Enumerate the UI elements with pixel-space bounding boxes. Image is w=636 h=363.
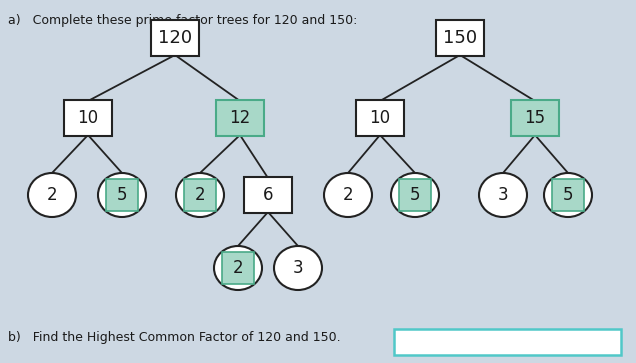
Text: 10: 10 xyxy=(370,109,391,127)
FancyBboxPatch shape xyxy=(394,329,621,355)
Text: 150: 150 xyxy=(443,29,477,47)
FancyBboxPatch shape xyxy=(184,179,216,211)
Text: 5: 5 xyxy=(117,186,127,204)
Ellipse shape xyxy=(324,173,372,217)
Text: 12: 12 xyxy=(230,109,251,127)
FancyBboxPatch shape xyxy=(552,179,584,211)
Text: 6: 6 xyxy=(263,186,273,204)
FancyBboxPatch shape xyxy=(399,179,431,211)
Text: 2: 2 xyxy=(343,186,354,204)
Ellipse shape xyxy=(479,173,527,217)
Text: 2: 2 xyxy=(233,259,244,277)
Ellipse shape xyxy=(28,173,76,217)
FancyBboxPatch shape xyxy=(244,177,292,213)
FancyBboxPatch shape xyxy=(222,252,254,284)
FancyBboxPatch shape xyxy=(151,20,199,56)
FancyBboxPatch shape xyxy=(64,100,112,136)
Text: 3: 3 xyxy=(293,259,303,277)
Text: 5: 5 xyxy=(410,186,420,204)
FancyBboxPatch shape xyxy=(106,179,138,211)
Text: 15: 15 xyxy=(525,109,546,127)
Text: a)   Complete these prime factor trees for 120 and 150:: a) Complete these prime factor trees for… xyxy=(8,14,357,27)
Ellipse shape xyxy=(544,173,592,217)
FancyBboxPatch shape xyxy=(356,100,404,136)
Ellipse shape xyxy=(214,246,262,290)
FancyBboxPatch shape xyxy=(436,20,484,56)
FancyBboxPatch shape xyxy=(511,100,559,136)
Text: 2: 2 xyxy=(46,186,57,204)
Text: 10: 10 xyxy=(78,109,99,127)
Text: 3: 3 xyxy=(498,186,508,204)
Ellipse shape xyxy=(98,173,146,217)
Text: 5: 5 xyxy=(563,186,573,204)
Ellipse shape xyxy=(391,173,439,217)
Text: 120: 120 xyxy=(158,29,192,47)
Ellipse shape xyxy=(274,246,322,290)
Text: b)   Find the Highest Common Factor of 120 and 150.: b) Find the Highest Common Factor of 120… xyxy=(8,331,341,344)
Ellipse shape xyxy=(176,173,224,217)
Text: 2: 2 xyxy=(195,186,205,204)
FancyBboxPatch shape xyxy=(216,100,264,136)
